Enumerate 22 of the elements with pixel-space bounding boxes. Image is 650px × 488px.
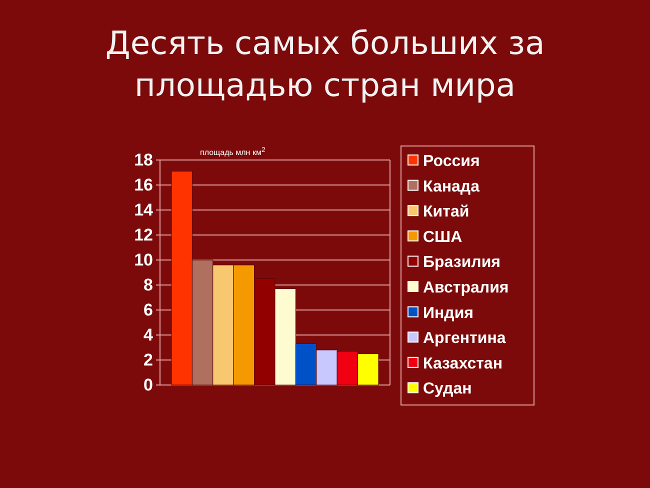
- legend-label: Бразилия: [423, 254, 500, 272]
- legend-label: Канада: [423, 178, 480, 196]
- legend-label: Судан: [423, 380, 472, 398]
- y-tick-label: 0: [144, 375, 153, 394]
- legend-label: Австралия: [423, 280, 509, 296]
- legend-label: Китай: [423, 204, 470, 221]
- legend-label: США: [423, 228, 463, 246]
- chart-title: Десять самых больших за площадью стран мира: [105, 24, 545, 104]
- legend-label: Казахстан: [423, 355, 502, 372]
- y-tick-label: 4: [144, 325, 154, 344]
- legend-label: Россия: [423, 153, 480, 170]
- y-tick-label: 16: [134, 175, 153, 194]
- y-tick-label: 8: [144, 275, 153, 294]
- legend-label: Аргентина: [423, 330, 506, 348]
- legend-label: Индия: [423, 304, 474, 322]
- y-tick-label: 14: [134, 200, 154, 220]
- y-tick-label: 18: [134, 150, 153, 170]
- y-tick-label: 2: [144, 350, 153, 370]
- y-tick-label: 10: [134, 250, 153, 270]
- y-tick-label: 12: [134, 225, 153, 244]
- y-tick-label: 6: [144, 300, 153, 320]
- y-axis-title: площадь млн км$^{2}$: [200, 146, 266, 157]
